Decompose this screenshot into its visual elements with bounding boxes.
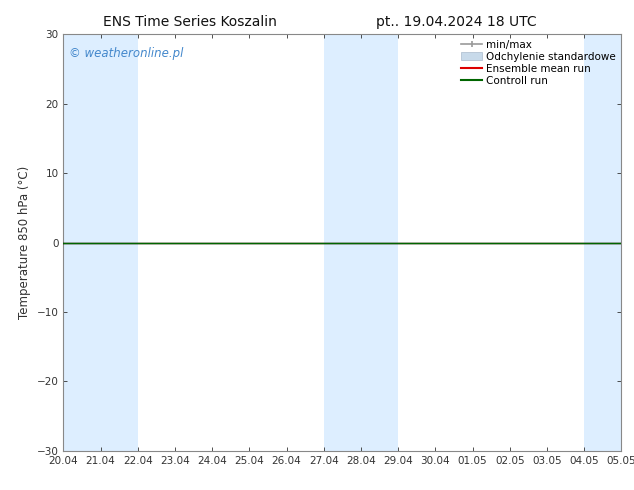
Text: © weatheronline.pl: © weatheronline.pl xyxy=(69,47,183,60)
Bar xyxy=(584,34,621,451)
Text: pt.. 19.04.2024 18 UTC: pt.. 19.04.2024 18 UTC xyxy=(376,15,537,29)
Legend: min/max, Odchylenie standardowe, Ensemble mean run, Controll run: min/max, Odchylenie standardowe, Ensembl… xyxy=(458,36,619,89)
Y-axis label: Temperature 850 hPa (°C): Temperature 850 hPa (°C) xyxy=(18,166,31,319)
Bar xyxy=(63,34,138,451)
Text: ENS Time Series Koszalin: ENS Time Series Koszalin xyxy=(103,15,277,29)
Bar xyxy=(324,34,398,451)
